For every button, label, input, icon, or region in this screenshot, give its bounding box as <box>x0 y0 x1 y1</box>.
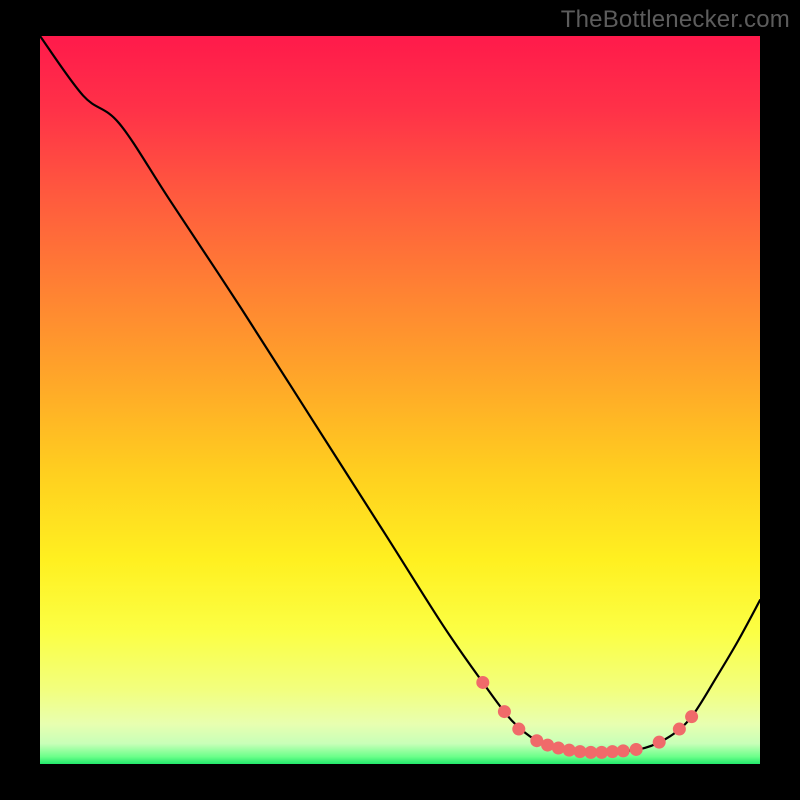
chart-container: TheBottlenecker.com <box>0 0 800 800</box>
data-marker <box>673 723 686 736</box>
data-marker <box>630 743 643 756</box>
data-marker <box>653 736 666 749</box>
plot-area <box>40 36 760 764</box>
data-marker <box>498 705 511 718</box>
data-marker <box>617 744 630 757</box>
gradient-background <box>40 36 760 764</box>
data-marker <box>512 723 525 736</box>
plot-svg <box>40 36 760 764</box>
data-marker <box>476 676 489 689</box>
data-marker <box>685 710 698 723</box>
data-marker <box>552 741 565 754</box>
watermark-text: TheBottlenecker.com <box>561 6 790 34</box>
